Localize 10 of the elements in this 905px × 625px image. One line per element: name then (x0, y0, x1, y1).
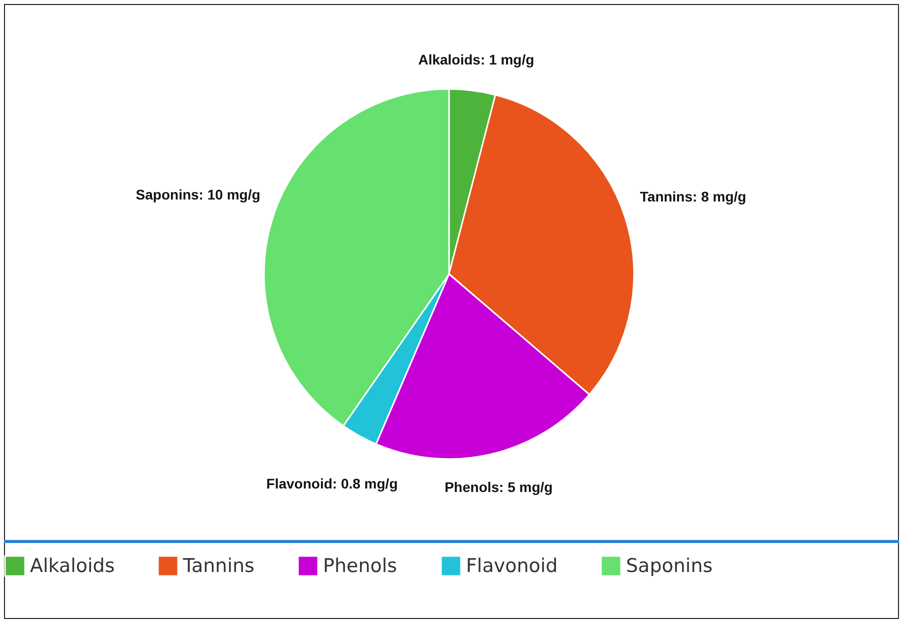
data-label: Alkaloids: 1 mg/g (418, 52, 534, 68)
legend-label: Phenols (323, 555, 398, 577)
data-label: Flavonoid: 0.8 mg/g (266, 476, 398, 492)
data-label: Saponins: 10 mg/g (136, 186, 260, 202)
legend-label: Alkaloids (30, 555, 115, 577)
legend-label: Tannins (182, 555, 254, 577)
data-label: Phenols: 5 mg/g (444, 478, 553, 495)
data-label: Tannins: 8 mg/g (640, 188, 746, 204)
legend-label: Saponins (626, 555, 713, 577)
legend-label: Flavonoid (466, 555, 558, 577)
